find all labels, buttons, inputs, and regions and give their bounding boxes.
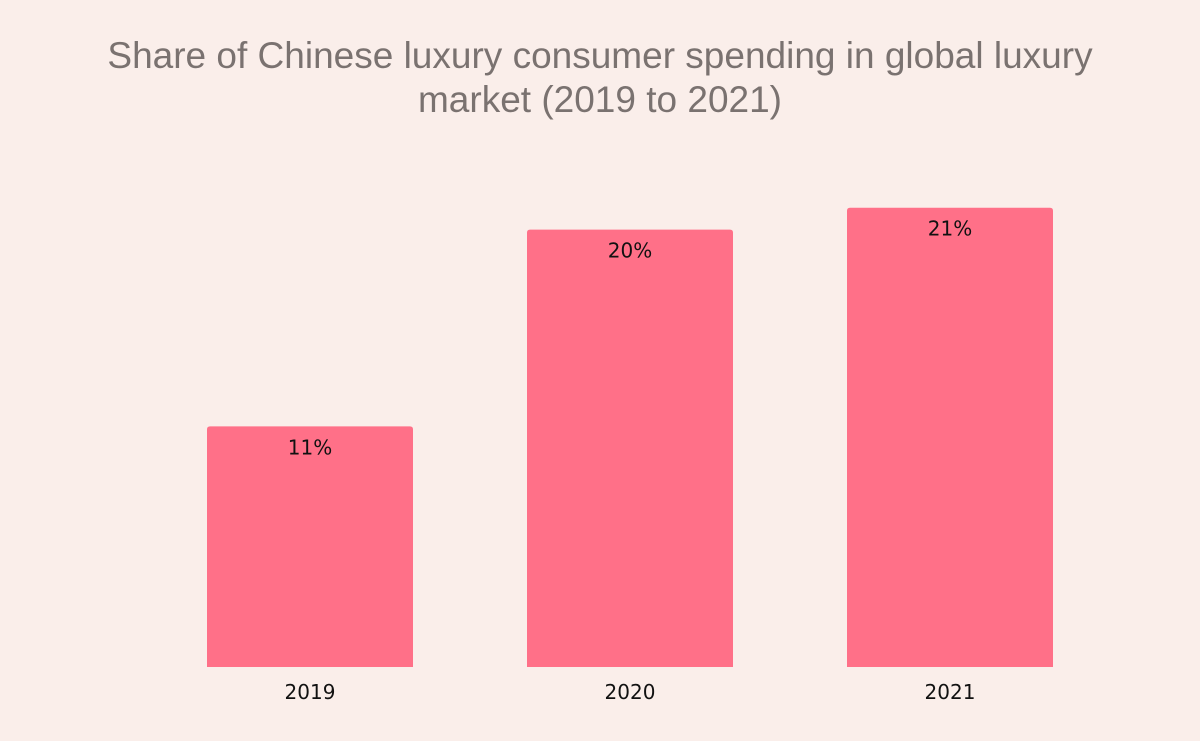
chart-title-line-2: market (2019 to 2021) (417, 79, 783, 120)
x-tick-label-2020: 2020 (605, 680, 656, 704)
data-label-2020: 20% (608, 239, 652, 263)
bar-2021 (847, 207, 1053, 667)
data-label-2019: 11% (288, 435, 332, 459)
bar-2020 (527, 229, 733, 667)
chart-title: Share of Chinese luxury consumer spendin… (0, 34, 1200, 122)
data-label-2021: 21% (928, 217, 972, 241)
chart-title-line-1: Share of Chinese luxury consumer spendin… (107, 35, 1093, 76)
bar-2019 (207, 426, 413, 667)
x-tick-label-2021: 2021 (925, 680, 976, 704)
x-tick-label-2019: 2019 (285, 680, 336, 704)
